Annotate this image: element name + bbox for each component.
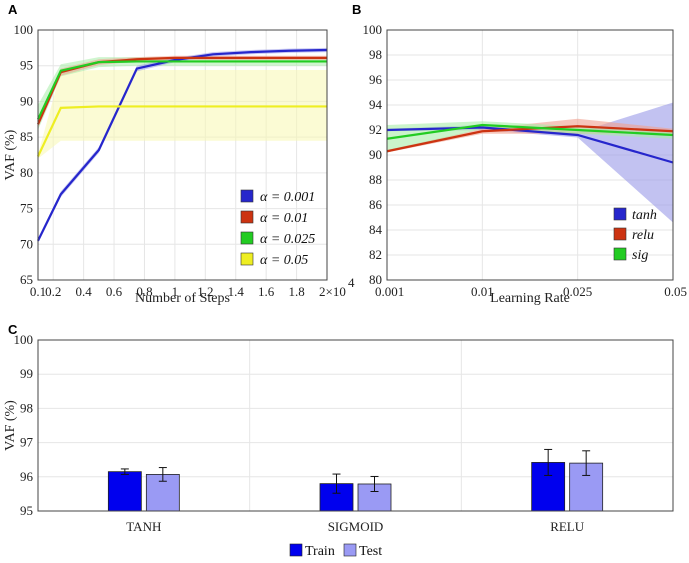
chart-a-legend-swatch-2 [240, 231, 254, 245]
chart-a-ylabel: VAF (%) [3, 129, 18, 180]
chart-a-series-line-2 [37, 60, 327, 120]
chart-b-ytick-3: 86 [369, 197, 383, 212]
chart-a-series-line-0 [37, 48, 328, 242]
chart-a-xtick-3: 0.6 [106, 284, 123, 299]
chart-a-legend-label-1: α = 0.01 [260, 211, 308, 226]
chart-a-xtick-9: 1.8 [288, 284, 304, 299]
chart-a-band-2 [38, 57, 327, 131]
chart-a-xtick-7: 1.4 [228, 284, 245, 299]
chart-c-ytick-5: 100 [14, 332, 34, 347]
chart-a-xtick-4: 0.8 [136, 284, 152, 299]
chart-b-ytick-10: 100 [363, 22, 383, 37]
chart-a-legend-swatch-1 [240, 210, 254, 224]
panel-label-a: A [8, 2, 18, 17]
chart-b-xlabel: Learning Rate [490, 291, 570, 306]
chart-a-ytick-3: 80 [20, 165, 33, 180]
chart-a-ytick-6: 95 [20, 58, 33, 73]
chart-b-ytick-5: 90 [369, 147, 382, 162]
chart-a-legend-swatch-0 [240, 189, 254, 203]
chart-b-ytick-2: 84 [369, 222, 383, 237]
chart-c-legend-swatch-1 [343, 543, 357, 557]
chart-c-bar-0-0 [107, 471, 142, 512]
chart-a-xtick-6: 1.2 [197, 284, 213, 299]
chart-a-xtick-2: 0.4 [76, 284, 93, 299]
panel-label-b: B [352, 2, 361, 17]
chart-c-ytick-1: 96 [20, 469, 34, 484]
chart-b-legend-swatch-1 [613, 227, 627, 241]
chart-a-band-3 [38, 70, 327, 159]
chart-c-legend-label-0: Train [305, 544, 335, 559]
chart-a-xtick-8: 1.6 [258, 284, 275, 299]
chart-a-series-line-3 [37, 105, 327, 157]
chart-a-legend-label-3: α = 0.05 [260, 253, 308, 268]
chart-b-ytick-9: 98 [369, 47, 382, 62]
chart-b: 80 82 84 86 88 90 92 94 96 98 100 0.001 0.01 0.025 0.0… [363, 22, 688, 306]
chart-b-series-line-1 [386, 125, 674, 153]
chart-b-legend-swatch-2 [613, 247, 627, 261]
chart-b-series-line-0 [386, 126, 674, 164]
chart-c: TANH SIGMOID RELU 95 96 97 98 99 100 VAF (%) Train… [3, 332, 674, 559]
chart-b-ytick-8: 96 [369, 72, 383, 87]
chart-c-plot-frame [37, 339, 674, 512]
chart-b-ytick-7: 94 [369, 97, 383, 112]
chart-b-ytick-1: 82 [369, 247, 382, 262]
chart-b-ytick-4: 88 [369, 172, 382, 187]
chart-a-xtick-0: 0.1 [30, 284, 46, 299]
chart-a-ytick-7: 100 [14, 22, 34, 37]
chart-c-ytick-3: 98 [20, 400, 33, 415]
chart-a-xtick-1: 0.2 [45, 284, 61, 299]
chart-b-legend-label-0: tanh [632, 208, 657, 223]
chart-b-legend-swatch-0 [613, 207, 627, 221]
chart-a-legend-swatch-3 [240, 252, 254, 266]
chart-c-ytick-0: 95 [20, 503, 33, 518]
chart-b-series-line-2 [386, 123, 674, 140]
chart-a-legend-label-2: α = 0.025 [260, 232, 315, 247]
chart-c-legend-label-1: Test [359, 544, 382, 559]
chart-b-xtick-2: 0.025 [563, 284, 592, 299]
chart-b-legend-label-1: relu [632, 228, 654, 243]
chart-a-xtick-exponent: 4 [348, 275, 355, 290]
chart-a-ytick-5: 90 [20, 93, 33, 108]
chart-c-legend-swatch-0 [289, 543, 303, 557]
chart-c-xtick-2: RELU [550, 519, 585, 534]
chart-c-xtick-1: SIGMOID [328, 519, 384, 534]
chart-a: 65 70 75 80 85 90 95 100 0.10.2 0.4 0.6 0.8 1 1.2 1.4 1… [3, 22, 355, 306]
chart-c-xtick-0: TANH [126, 519, 161, 534]
chart-a-ytick-1: 70 [20, 236, 33, 251]
chart-b-xtick-3: 0.05 [664, 284, 687, 299]
chart-c-ytick-2: 97 [20, 435, 34, 450]
chart-c-bar-1-0 [319, 483, 354, 512]
chart-b-legend-label-2: sig [632, 248, 648, 263]
chart-a-xlabel: Number of Steps [135, 291, 230, 306]
panel-label-c: C [8, 322, 18, 337]
chart-c-ytick-4: 99 [20, 366, 33, 381]
chart-b-xtick-0: 0.001 [375, 284, 404, 299]
chart-a-xtick-5: 1 [172, 284, 179, 299]
chart-b-ytick-6: 92 [369, 122, 382, 137]
chart-a-ytick-2: 75 [20, 201, 33, 216]
chart-b-xtick-1: 0.01 [471, 284, 494, 299]
chart-a-xtick-multiplier: 2×10 [319, 284, 346, 299]
chart-b-plot-frame [386, 29, 674, 281]
chart-a-ytick-0: 65 [20, 272, 33, 287]
chart-a-legend-label-0: α = 0.001 [260, 190, 315, 205]
chart-b-ytick-0: 80 [369, 272, 382, 287]
chart-c-ylabel: VAF (%) [3, 400, 18, 451]
chart-a-ytick-4: 85 [20, 129, 33, 144]
chart-a-plot-frame [37, 29, 328, 281]
